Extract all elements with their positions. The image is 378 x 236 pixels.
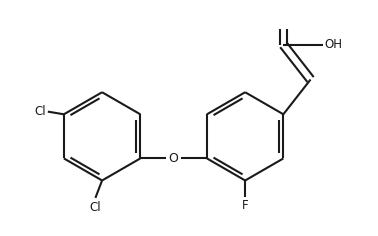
Text: Cl: Cl xyxy=(90,201,101,214)
Text: Cl: Cl xyxy=(35,105,46,118)
Text: F: F xyxy=(242,199,248,212)
Text: O: O xyxy=(279,0,288,1)
Text: OH: OH xyxy=(324,38,342,51)
Text: O: O xyxy=(169,152,178,165)
